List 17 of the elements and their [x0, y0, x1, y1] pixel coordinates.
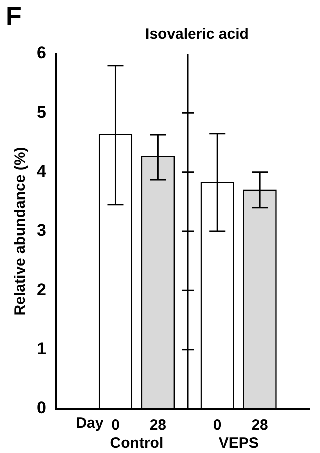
text: VEPS [218, 435, 259, 452]
x-tick-label: 28 [252, 417, 268, 434]
y-tick-label: 5 [36, 102, 46, 122]
y-tick-label: 2 [36, 280, 46, 300]
text: F [6, 1, 22, 32]
text: Day [76, 415, 104, 432]
x-tick-label: 0 [112, 417, 120, 434]
y-axis-title: Relative abundance (%) [12, 147, 30, 316]
y-tick-label: 3 [36, 221, 46, 240]
x-tick-label: 0 [213, 417, 222, 434]
x-tick-label: 28 [150, 417, 167, 434]
y-tick-label: 0 [36, 398, 46, 418]
y-tick-label: 1 [36, 340, 46, 359]
text: Control [110, 435, 164, 452]
y-tick-label: 6 [36, 44, 46, 63]
chart-title: Isovaleric acid [146, 26, 249, 44]
y-tick-label: 4 [36, 162, 47, 182]
